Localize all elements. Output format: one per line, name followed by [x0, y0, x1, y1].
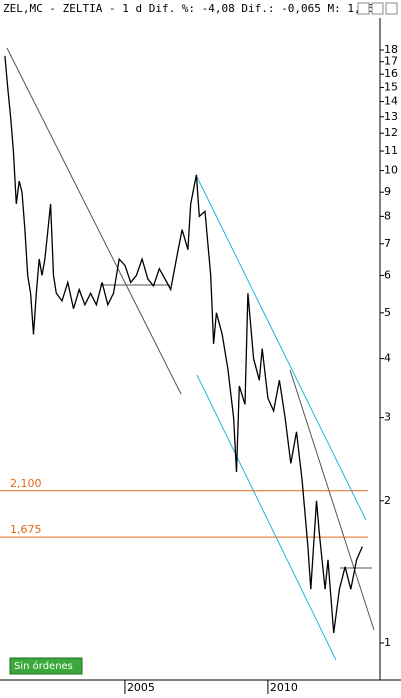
sin-ordenes-button[interactable]: Sin órdenes: [9, 657, 83, 675]
channel-line: [196, 176, 367, 521]
price-level-label: 1,675: [10, 523, 42, 536]
y-tick-label: 7: [384, 237, 391, 250]
y-tick-label: 1: [384, 636, 391, 649]
y-tick-label: 13: [384, 110, 398, 123]
header-title: ZEL,MC - ZELTIA - 1 d Dif. %: -4,08 Dif.…: [3, 2, 394, 15]
y-tick-label: 9: [384, 185, 391, 198]
y-tick-label: 11: [384, 144, 398, 157]
channel-line: [196, 374, 337, 661]
y-tick-label: 2: [384, 494, 391, 507]
price-line: [4, 55, 363, 634]
y-tick-label: 3: [384, 411, 391, 424]
price-level-label: 2,100: [10, 477, 42, 490]
y-tick-label: 10: [384, 164, 398, 177]
y-tick-label: 17: [384, 55, 398, 68]
y-tick-label: 5: [384, 306, 391, 319]
button-bg[interactable]: [9, 657, 83, 675]
x-tick-label: 2010: [270, 681, 298, 694]
y-tick-label: 16: [384, 67, 398, 80]
y-tick-label: 4: [384, 352, 391, 365]
header: ZEL,MC - ZELTIA - 1 d Dif. %: -4,08 Dif.…: [3, 2, 398, 15]
y-tick-label: 6: [384, 268, 391, 281]
y-tick-label: 15: [384, 80, 398, 93]
y-tick-label: 8: [384, 209, 391, 222]
minimize-button[interactable]: [357, 2, 370, 15]
button-label[interactable]: Sin órdenes: [14, 660, 73, 672]
trendlines: [6, 47, 375, 661]
y-tick-label: 18: [384, 43, 398, 56]
close-button[interactable]: [385, 2, 398, 15]
maximize-button[interactable]: [371, 2, 384, 15]
y-tick-label: 12: [384, 126, 398, 139]
x-tick-label: 2005: [127, 681, 155, 694]
y-tick-label: 14: [384, 95, 398, 108]
trendline: [289, 369, 375, 631]
trendline: [6, 47, 182, 395]
